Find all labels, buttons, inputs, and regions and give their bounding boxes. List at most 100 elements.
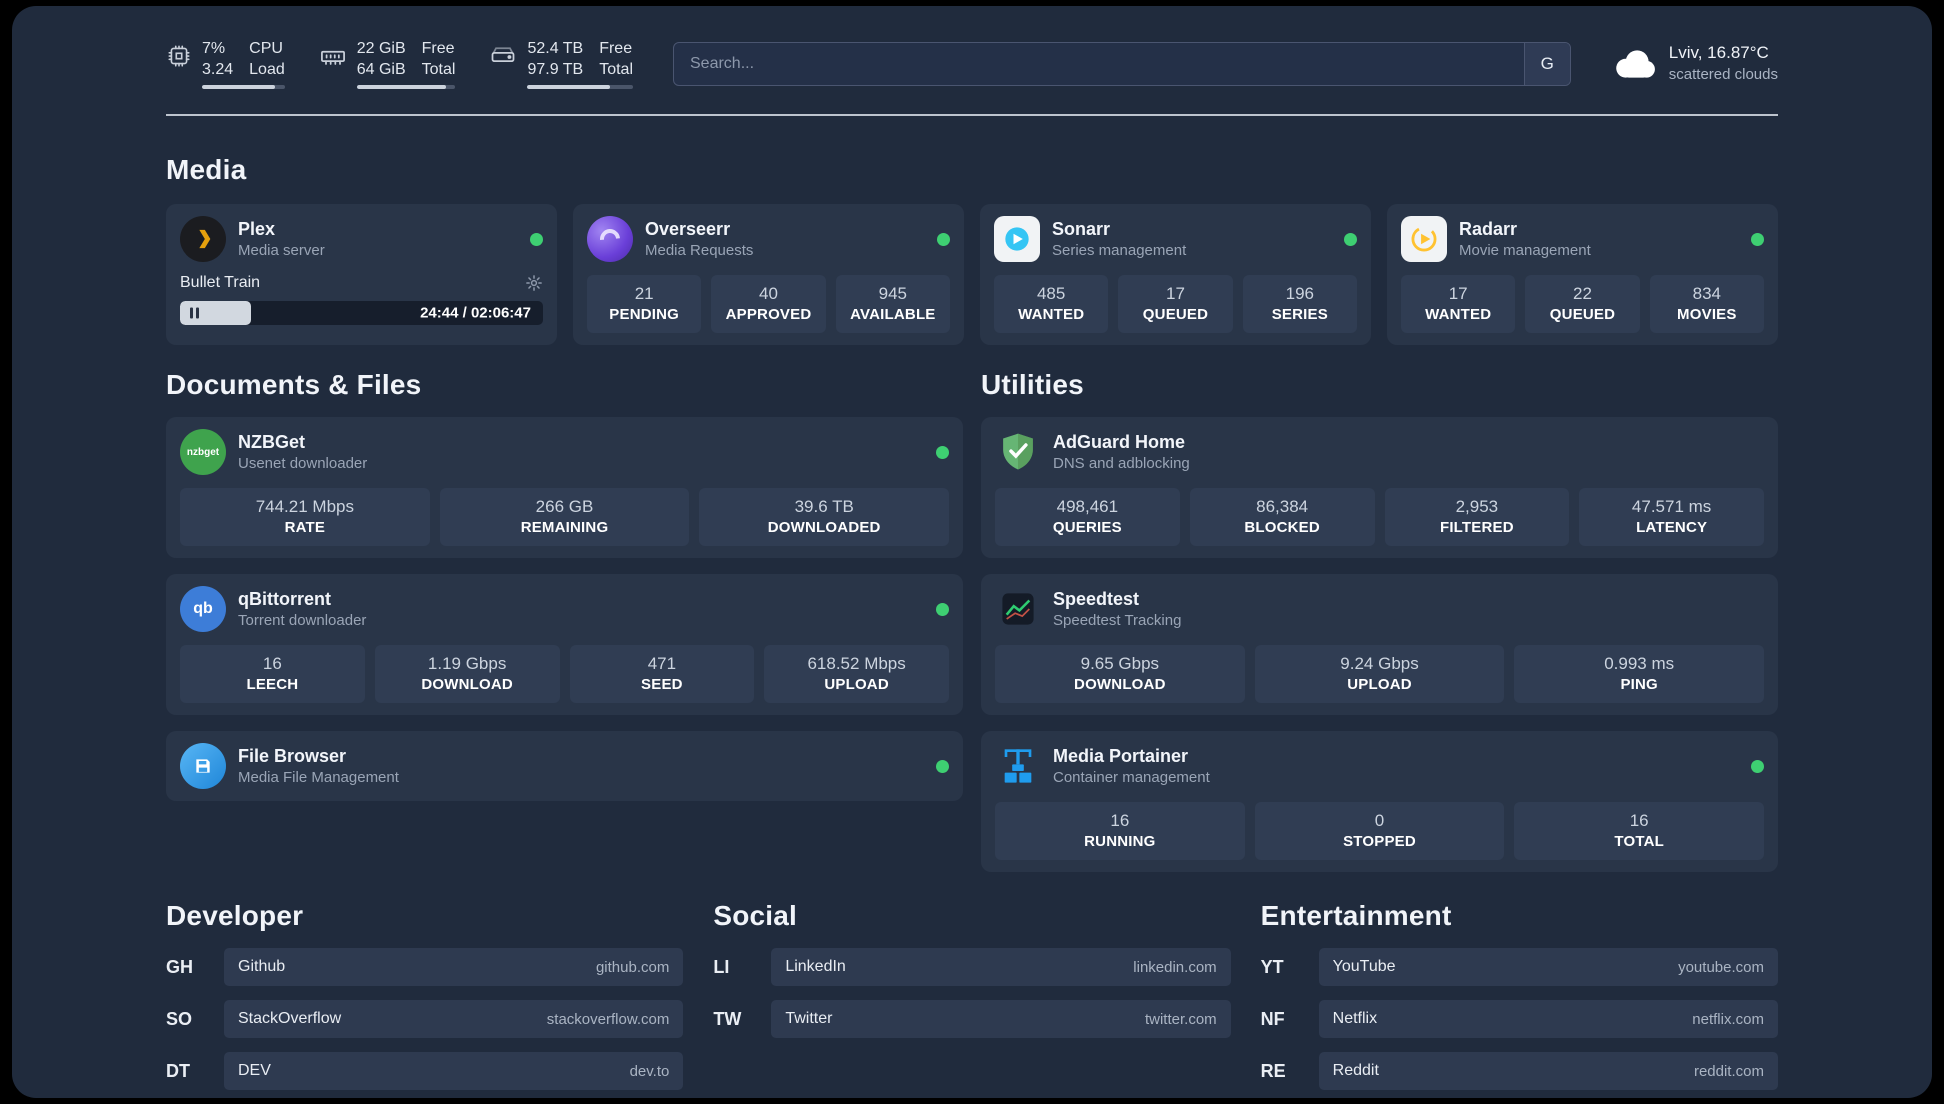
nzbget-card[interactable]: nzbget NZBGet Usenet downloader 744.21 M…	[166, 417, 963, 558]
stat-series: 196 SERIES	[1242, 275, 1357, 333]
stat-value: 0.993 ms	[1604, 654, 1675, 673]
radarr-card[interactable]: Radarr Movie management 17 WANTED 22 QUE…	[1387, 204, 1778, 345]
app-subtitle: Usenet downloader	[238, 454, 368, 472]
stat-value: 485	[1036, 284, 1066, 303]
status-dot	[1751, 232, 1764, 246]
bookmark-link-netflix[interactable]: Netflix netflix.com	[1318, 1000, 1778, 1038]
disk-free-label: Free	[599, 39, 633, 57]
portainer-card[interactable]: Media Portainer Container management 16 …	[981, 731, 1778, 872]
stat-value: 618.52 Mbps	[807, 654, 906, 673]
plex-card[interactable]: Plex Media server Bullet Train	[166, 204, 557, 345]
stat-label: RUNNING	[1084, 833, 1156, 850]
bookmark-link-github[interactable]: Github github.com	[224, 948, 684, 986]
stat-filtered: 2,953 FILTERED	[1384, 488, 1570, 546]
search-input[interactable]	[673, 42, 1571, 86]
speedtest-card[interactable]: Speedtest Speedtest Tracking 9.65 Gbps D…	[981, 574, 1778, 715]
documents-section: Documents & Files nzbget NZBGet Usenet d…	[166, 369, 963, 872]
stat-value: 266 GB	[535, 497, 594, 516]
stat-label: FILTERED	[1439, 519, 1514, 536]
playback-time: 24:44 / 02:06:47	[420, 304, 531, 322]
bookmark-name: Twitter	[785, 1010, 833, 1027]
stat-label: SEED	[641, 676, 683, 693]
speedtest-meta: Speedtest Speedtest Tracking	[1053, 588, 1181, 631]
bookmark-row: DT DEV dev.to	[166, 1052, 684, 1090]
stat-label: QUEUED	[1142, 306, 1209, 323]
app-name: AdGuard Home	[1053, 431, 1186, 452]
stat-label: PENDING	[609, 306, 680, 323]
media-section: Media Plex Media server	[166, 154, 1778, 345]
stat-label: STOPPED	[1343, 833, 1416, 850]
plex-meta: Plex Media server	[238, 218, 325, 261]
app-name: File Browser	[238, 745, 347, 766]
ram-body: 22 GiB 64 GiB Free Total	[356, 39, 456, 90]
stat-label: DOWNLOADED	[767, 519, 881, 536]
bookmark-url: dev.to	[629, 1062, 670, 1080]
adguard-shield-icon	[995, 429, 1041, 475]
status-dot	[1344, 232, 1357, 246]
stat-upload: 9.24 Gbps UPLOAD	[1254, 645, 1505, 703]
status-dot	[937, 232, 950, 246]
stat-value: 86,384	[1256, 497, 1309, 516]
stat-label: DOWNLOAD	[1074, 676, 1166, 693]
ram-total-label: Total	[421, 60, 456, 78]
stat-label: TOTAL	[1614, 833, 1664, 850]
qbittorrent-icon: qb	[180, 586, 226, 632]
bookmark-abbr: SO	[166, 1008, 193, 1029]
stat-remaining: 266 GB REMAINING	[439, 488, 690, 546]
qbittorrent-card[interactable]: qb qBittorrent Torrent downloader 16	[166, 574, 963, 715]
seek-bar[interactable]: 24:44 / 02:06:47	[180, 301, 543, 325]
bookmark-name: DEV	[238, 1062, 271, 1079]
stat-label: APPROVED	[725, 306, 812, 323]
pause-icon[interactable]	[190, 307, 199, 319]
stat-label: MOVIES	[1677, 306, 1737, 323]
stat-value: 40	[759, 284, 778, 303]
bookmark-link-linkedin[interactable]: LinkedIn linkedin.com	[771, 948, 1231, 986]
nzbget-meta: NZBGet Usenet downloader	[238, 431, 367, 474]
stat-value: 9.24 Gbps	[1340, 654, 1419, 673]
settings-gear-icon[interactable]	[525, 274, 543, 292]
developer-section-title: Developer	[166, 900, 304, 931]
search-engine-button[interactable]: G	[1523, 43, 1570, 85]
bookmark-link-youtube[interactable]: YouTube youtube.com	[1318, 948, 1778, 986]
bookmark-link-dev[interactable]: DEV dev.to	[224, 1052, 684, 1090]
status-dot	[1751, 759, 1764, 773]
stat-seed: 471 SEED	[569, 645, 755, 703]
media-section-title: Media	[166, 154, 247, 185]
portainer-crane-icon	[995, 743, 1041, 789]
bookmark-row: TW Twitter twitter.com	[713, 1000, 1231, 1038]
stat-value: 834	[1692, 284, 1721, 303]
sonarr-icon	[994, 216, 1040, 262]
overseerr-card[interactable]: Overseerr Media Requests 21 PENDING 40 A…	[573, 204, 964, 345]
cpu-load-value: 3.24	[202, 60, 234, 78]
sonarr-card[interactable]: Sonarr Series management 485 WANTED 17 Q…	[980, 204, 1371, 345]
app-subtitle: Torrent downloader	[238, 611, 367, 629]
stat-value: 2,953	[1455, 497, 1499, 516]
stat-label: SERIES	[1271, 306, 1328, 323]
stat-queued: 22 QUEUED	[1525, 275, 1640, 333]
bookmark-row: LI LinkedIn linkedin.com	[713, 948, 1231, 986]
speedtest-graph-icon	[995, 586, 1041, 632]
app-subtitle: DNS and adblocking	[1053, 454, 1190, 472]
developer-bookmarks-section: Developer GH Github github.com SO StackO…	[166, 900, 684, 1090]
app-subtitle: Media File Management	[238, 768, 399, 786]
stat-label: WANTED	[1018, 306, 1085, 323]
stat-pending: 21 PENDING	[587, 275, 702, 333]
ram-widget: 22 GiB 64 GiB Free Total	[319, 39, 456, 90]
ram-icon	[319, 43, 347, 71]
stat-label: REMAINING	[520, 519, 609, 536]
stat-available: 945 AVAILABLE	[835, 275, 950, 333]
disk-total-label: Total	[599, 60, 633, 78]
bookmark-link-twitter[interactable]: Twitter twitter.com	[771, 1000, 1231, 1038]
bookmark-link-stackoverflow[interactable]: StackOverflow stackoverflow.com	[224, 1000, 684, 1038]
app-name: NZBGet	[238, 431, 305, 452]
app-name: Speedtest	[1053, 588, 1140, 609]
stat-value: 47.571 ms	[1631, 497, 1712, 516]
app-name: Plex	[238, 218, 276, 239]
ram-usage-bar-fill	[356, 85, 446, 90]
top-bar: 7% 3.24 CPU Load	[166, 36, 1778, 92]
filebrowser-card[interactable]: File Browser Media File Management	[166, 731, 963, 801]
stat-blocked: 86,384 BLOCKED	[1189, 488, 1375, 546]
cpu-usage-bar-fill	[202, 85, 275, 90]
adguard-card[interactable]: AdGuard Home DNS and adblocking 498,461 …	[981, 417, 1778, 558]
bookmark-link-reddit[interactable]: Reddit reddit.com	[1318, 1052, 1778, 1090]
